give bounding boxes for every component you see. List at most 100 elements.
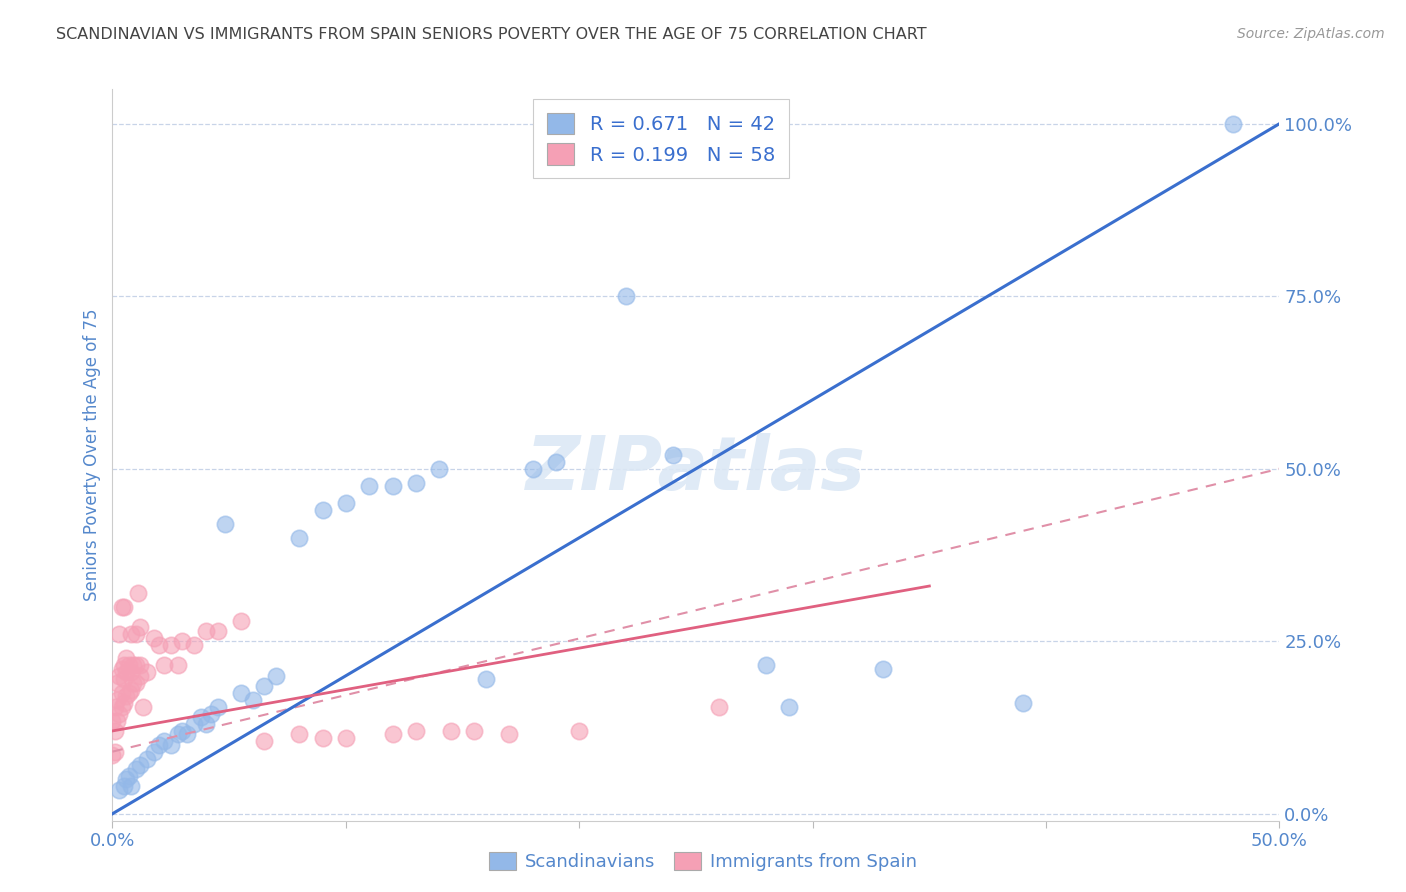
Point: [405, 475, 427, 490]
Point: [381, 479, 404, 493]
Point: [120, 627, 142, 641]
Point: [118, 769, 141, 783]
Point: [108, 782, 131, 797]
Point: [118, 686, 141, 700]
Point: [115, 665, 138, 680]
Point: [125, 658, 148, 673]
Point: [160, 738, 183, 752]
Point: [194, 717, 217, 731]
Point: [120, 682, 142, 697]
Point: [381, 727, 404, 741]
Point: [253, 679, 276, 693]
Point: [101, 714, 124, 728]
Point: [115, 651, 138, 665]
Point: [253, 734, 276, 748]
Point: [463, 723, 485, 738]
Point: [111, 686, 134, 700]
Point: [568, 723, 591, 738]
Point: [101, 748, 124, 763]
Point: [153, 734, 176, 748]
Point: [115, 772, 138, 787]
Point: [190, 710, 212, 724]
Point: [405, 723, 427, 738]
Point: [105, 693, 128, 707]
Point: [125, 675, 148, 690]
Point: [475, 672, 498, 686]
Point: [166, 727, 188, 741]
Point: [359, 479, 381, 493]
Point: [112, 779, 135, 793]
Point: [498, 727, 520, 741]
Point: [755, 658, 778, 673]
Text: Source: ZipAtlas.com: Source: ZipAtlas.com: [1237, 27, 1385, 41]
Point: [194, 624, 217, 638]
Point: [183, 717, 205, 731]
Point: [111, 699, 134, 714]
Point: [112, 658, 135, 673]
Point: [440, 723, 463, 738]
Point: [125, 762, 148, 776]
Y-axis label: Seniors Poverty Over the Age of 75: Seniors Poverty Over the Age of 75: [83, 309, 101, 601]
Legend: Scandinavians, Immigrants from Spain: Scandinavians, Immigrants from Spain: [482, 845, 924, 879]
Point: [200, 706, 222, 721]
Point: [778, 699, 800, 714]
Point: [872, 662, 894, 676]
Point: [183, 638, 205, 652]
Point: [143, 745, 166, 759]
Point: [264, 669, 287, 683]
Point: [288, 531, 311, 545]
Point: [108, 706, 131, 721]
Point: [311, 731, 333, 745]
Point: [129, 658, 152, 673]
Point: [709, 699, 731, 714]
Point: [136, 751, 159, 765]
Point: [104, 699, 127, 714]
Point: [108, 627, 131, 641]
Point: [115, 690, 138, 704]
Point: [172, 634, 194, 648]
Text: SCANDINAVIAN VS IMMIGRANTS FROM SPAIN SENIORS POVERTY OVER THE AGE OF 75 CORRELA: SCANDINAVIAN VS IMMIGRANTS FROM SPAIN SE…: [56, 27, 927, 42]
Point: [120, 665, 142, 680]
Point: [335, 731, 357, 745]
Point: [104, 723, 127, 738]
Point: [172, 723, 194, 738]
Point: [288, 727, 311, 741]
Point: [153, 658, 176, 673]
Point: [148, 638, 170, 652]
Point: [160, 638, 183, 652]
Point: [214, 516, 236, 531]
Point: [104, 745, 127, 759]
Point: [120, 779, 142, 793]
Point: [311, 503, 333, 517]
Point: [136, 665, 159, 680]
Point: [129, 758, 152, 772]
Point: [229, 686, 252, 700]
Point: [105, 675, 128, 690]
Point: [207, 699, 229, 714]
Text: ZIPatlas: ZIPatlas: [526, 433, 866, 506]
Point: [522, 461, 544, 475]
Point: [122, 658, 145, 673]
Point: [661, 448, 683, 462]
Point: [242, 693, 264, 707]
Point: [112, 672, 135, 686]
Point: [127, 586, 149, 600]
Point: [125, 627, 148, 641]
Point: [1222, 117, 1244, 131]
Point: [166, 658, 188, 673]
Point: [1011, 696, 1033, 710]
Point: [122, 675, 145, 690]
Point: [544, 455, 567, 469]
Point: [129, 669, 152, 683]
Point: [112, 599, 135, 614]
Point: [143, 631, 166, 645]
Point: [614, 289, 637, 303]
Legend: R = 0.671   N = 42, R = 0.199   N = 58: R = 0.671 N = 42, R = 0.199 N = 58: [533, 99, 789, 178]
Point: [111, 662, 134, 676]
Point: [335, 496, 357, 510]
Point: [176, 727, 198, 741]
Point: [129, 620, 152, 634]
Point: [112, 696, 135, 710]
Point: [427, 461, 450, 475]
Point: [108, 669, 131, 683]
